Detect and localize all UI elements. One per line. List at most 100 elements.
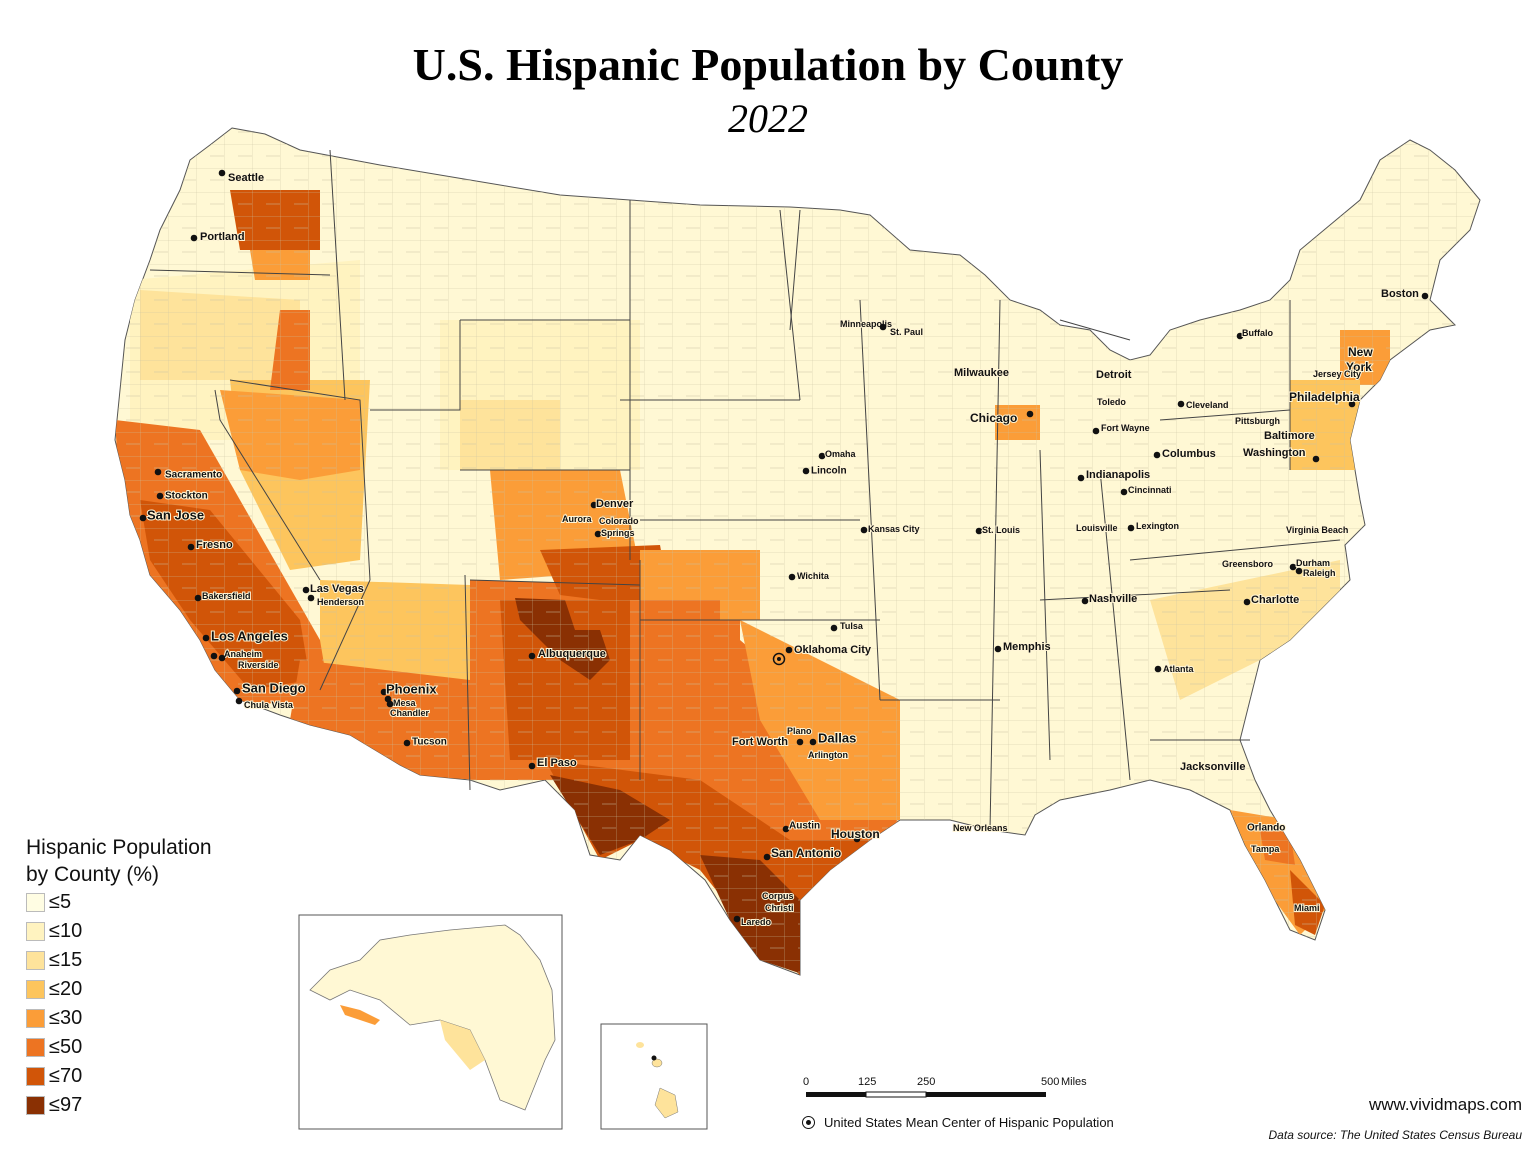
city-label-seattle: Seattle (228, 172, 264, 184)
city-label-colorado: Colorado (599, 516, 639, 526)
city-dot-oklahoma-city (785, 646, 793, 654)
city-label-fort-worth: Fort Worth (732, 736, 788, 748)
city-label-new: New (1348, 345, 1373, 359)
legend-swatch (26, 951, 45, 970)
city-dot-wichita (788, 573, 796, 581)
legend: Hispanic Population by County (%) ≤5 ≤10 ≤… (26, 834, 246, 1120)
scale-tick-500: 500 (1041, 1076, 1060, 1088)
legend-swatch (26, 1009, 45, 1028)
city-dot-chula-vista (235, 697, 243, 705)
city-dot-atlanta (1154, 665, 1162, 673)
city-label-riverside: Riverside (238, 660, 279, 670)
scale-tick-250: 250 (917, 1076, 936, 1088)
hawaii-inset-frame (600, 1023, 708, 1130)
legend-label: ≤10 (49, 920, 83, 942)
data-source-note: Data source: The United States Census Bu… (1268, 1128, 1522, 1142)
hawaii-honolulu-dot (651, 1055, 657, 1061)
city-dot-houston (853, 835, 861, 843)
mean-center-note: United States Mean Center of Hispanic Po… (802, 1115, 1114, 1130)
city-label-greensboro: Greensboro (1222, 559, 1274, 569)
city-dot-columbus (1153, 451, 1161, 459)
city-label-miami: Miami (1294, 903, 1320, 913)
legend-swatch (26, 980, 45, 999)
city-dot-phoenix (380, 688, 388, 696)
city-label-raleigh: Raleigh (1303, 568, 1336, 578)
mean-center-marker-dot (777, 657, 781, 661)
city-dot-dallas (809, 738, 817, 746)
city-label-minneapolis: Minneapolis (840, 319, 892, 329)
legend-label: ≤15 (49, 949, 83, 971)
city-label-orlando: Orlando (1247, 823, 1285, 834)
city-label-fort-wayne: Fort Wayne (1101, 423, 1150, 433)
city-label-san-jose: San Jose (147, 508, 204, 523)
city-dot-san-jose (139, 514, 147, 522)
city-label-dallas: Dallas (818, 731, 856, 746)
city-dot-cincinnati (1120, 488, 1128, 496)
city-label-nashville: Nashville (1089, 593, 1137, 605)
city-dot-tucson (403, 739, 411, 747)
scale-tick-0: 0 (803, 1076, 810, 1088)
legend-swatch (26, 893, 45, 912)
city-label-durham: Durham (1296, 558, 1330, 568)
city-dot-kansas-city (860, 526, 868, 534)
map-title: U.S. Hispanic Population by County (412, 39, 1124, 90)
city-label-henderson: Henderson (317, 597, 364, 607)
city-dot-charlotte (1243, 598, 1251, 606)
city-dot-philadelphia (1348, 400, 1356, 408)
scale-unit: Miles (1061, 1076, 1087, 1088)
alaska-le15 (440, 1020, 485, 1070)
city-label-aurora: Aurora (562, 514, 592, 524)
city-dot-austin (782, 825, 790, 833)
legend-label: ≤20 (49, 978, 83, 1000)
city-label-kansas-city: Kansas City (868, 524, 920, 534)
city-label-st-paul: St. Paul (890, 327, 923, 337)
city-label-los-angeles: Los Angeles (211, 629, 288, 644)
city-label-anaheim: Anaheim (224, 649, 262, 659)
mean-center-marker (772, 652, 786, 666)
city-label-charlotte: Charlotte (1251, 594, 1299, 606)
city-label-pittsburgh: Pittsburgh (1235, 416, 1280, 426)
city-dot-denver (590, 501, 598, 509)
city-label-christi: Christi (765, 903, 794, 913)
legend-title: Hispanic Population by County (%) (26, 834, 246, 888)
legend-label: ≤70 (49, 1065, 83, 1087)
state-borders (149, 149, 1341, 831)
city-dot-durham (1289, 563, 1297, 571)
city-label-houston: Houston (831, 827, 880, 841)
city-label-detroit: Detroit (1096, 369, 1132, 381)
city-dot-los-angeles (202, 634, 210, 642)
city-label-jacksonville: Jacksonville (1180, 761, 1245, 773)
alaska-le30-aleutians (340, 1005, 380, 1025)
city-dot-boston (1421, 292, 1429, 300)
city-label-san-diego: San Diego (242, 681, 306, 696)
city-label-tampa: Tampa (1251, 844, 1280, 854)
city-dot-lexington (1127, 524, 1135, 532)
legend-swatch (26, 1038, 45, 1057)
legend-item: ≤10 (26, 917, 246, 946)
city-dot-omaha (818, 452, 826, 460)
legend-title-line1: Hispanic Population (26, 836, 212, 859)
website-credit[interactable]: www.vividmaps.com (1368, 1095, 1522, 1114)
city-layer: Seattle Portland Sacramento Stockton San Jos… (139, 169, 1429, 928)
city-label-stockton: Stockton (165, 491, 208, 502)
city-dot-tulsa (830, 624, 838, 632)
city-dot-san-antonio (763, 853, 771, 861)
city-label-baltimore: Baltimore (1264, 430, 1315, 442)
county-fill-layer (115, 128, 1480, 975)
city-label-tulsa: Tulsa (840, 621, 864, 631)
city-label-arlington: Arlington (808, 750, 848, 760)
city-label-chandler: Chandler (390, 708, 430, 718)
city-dot-raleigh (1295, 567, 1303, 575)
legend-swatch (26, 1096, 45, 1115)
legend-swatch (26, 1067, 45, 1086)
mean-center-label: United States Mean Center of Hispanic Po… (824, 1115, 1114, 1130)
city-dot-lincoln (802, 467, 810, 475)
scale-bar: 0 125 250 500 Miles (798, 1076, 1098, 1106)
city-label-omaha: Omaha (825, 449, 857, 459)
city-dot-mesa (384, 695, 392, 703)
county-borders (115, 128, 1480, 975)
city-dot-sacramento (154, 468, 162, 476)
legend-label: ≤50 (49, 1036, 83, 1058)
city-label-sacramento: Sacramento (165, 470, 222, 481)
